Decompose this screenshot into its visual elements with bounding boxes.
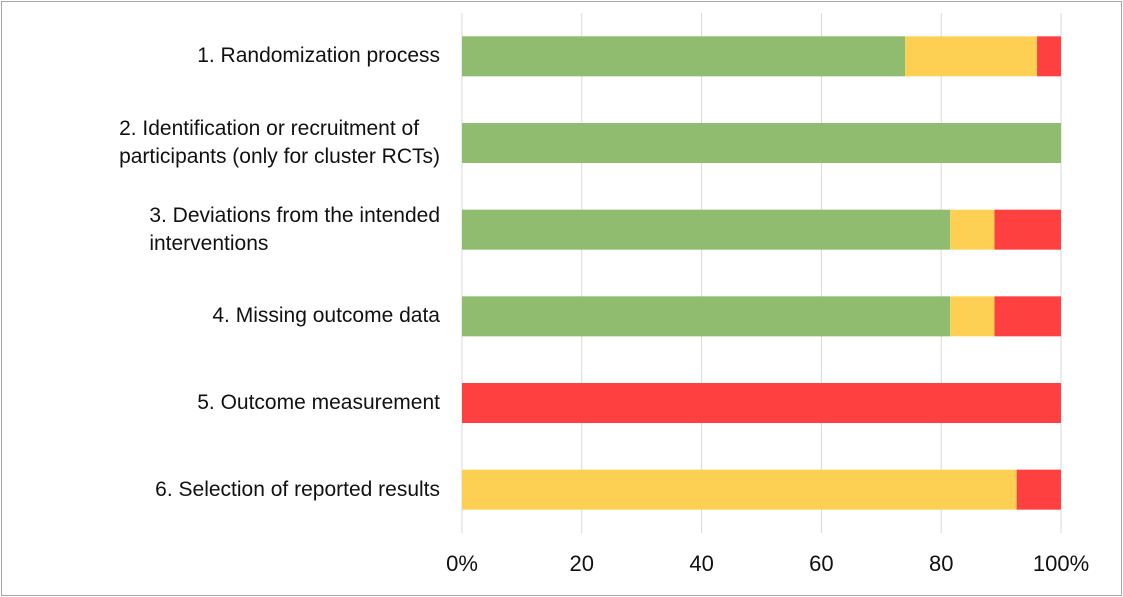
x-tick-label: 80 [929,551,953,576]
bar-segment [462,36,906,77]
x-tick-label: 60 [809,551,833,576]
bar-segment [462,469,1017,510]
category-label: 4. Missing outcome data [212,304,440,328]
x-tick-label: 100% [1033,551,1089,576]
bar-segment [1037,36,1061,77]
bar-segment [1016,469,1061,510]
category-label: 6. Selection of reported results [155,477,440,501]
bar-segment [462,209,951,250]
x-tick-label: 20 [570,551,594,576]
bar-segment [994,296,1061,337]
category-label: 5. Outcome measurement [197,391,440,414]
bar-segment [905,36,1038,77]
category-label: 1. Randomization process [197,44,440,68]
bar-segment [462,383,1061,423]
bar-segment [462,123,1061,163]
category-label: 3. Deviations from the intended interven… [149,203,440,255]
category-label: 2. Identification or recruitment of part… [119,117,440,168]
bar-segment [994,209,1061,250]
bar-segment [950,296,995,337]
x-tick-label: 40 [689,551,713,576]
bar-segment [462,296,951,337]
x-tick-label: 0% [446,551,478,576]
bar-segment [950,209,995,250]
